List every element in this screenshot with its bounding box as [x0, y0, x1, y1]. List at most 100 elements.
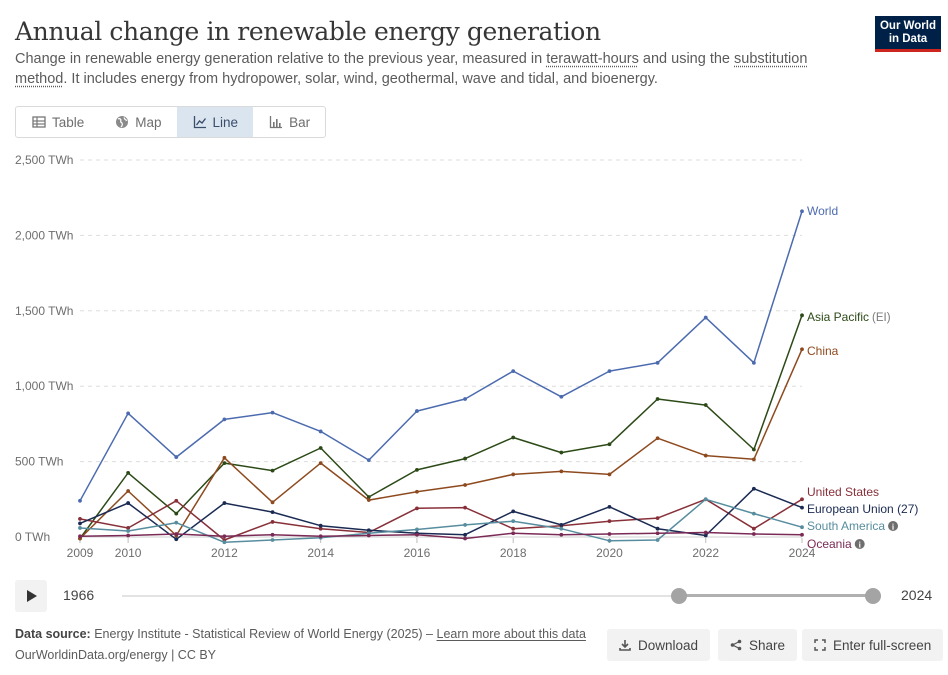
data-point[interactable]: [511, 531, 516, 536]
legend-label[interactable]: United States: [807, 485, 879, 499]
data-point[interactable]: [463, 483, 467, 487]
legend-label[interactable]: World: [807, 204, 838, 218]
data-point[interactable]: [222, 461, 227, 466]
data-point[interactable]: [463, 523, 467, 527]
data-point[interactable]: [463, 532, 467, 537]
data-point[interactable]: [655, 516, 660, 521]
data-point[interactable]: [703, 315, 708, 320]
data-point[interactable]: [463, 536, 467, 541]
share-button[interactable]: Share: [718, 629, 798, 661]
data-point[interactable]: [126, 529, 131, 533]
info-icon[interactable]: i: [888, 521, 899, 532]
legend-label[interactable]: Oceania: [807, 537, 852, 551]
data-point[interactable]: [415, 409, 419, 413]
legend-label[interactable]: South America: [807, 519, 885, 533]
data-point[interactable]: [318, 429, 323, 434]
data-point[interactable]: [800, 525, 804, 530]
data-point[interactable]: [511, 509, 516, 514]
data-point[interactable]: [511, 526, 516, 531]
data-point[interactable]: [607, 369, 612, 374]
data-point[interactable]: [463, 505, 467, 510]
data-point[interactable]: [222, 534, 227, 539]
data-point[interactable]: [318, 534, 323, 539]
data-point[interactable]: [751, 486, 756, 491]
series-south-america[interactable]: [78, 497, 804, 545]
data-point[interactable]: [222, 417, 227, 422]
learn-more-link[interactable]: Learn more about this data: [436, 627, 586, 641]
data-point[interactable]: [270, 510, 275, 515]
data-point[interactable]: [270, 538, 275, 542]
series-line[interactable]: [79, 211, 803, 502]
tab-table[interactable]: Table: [16, 107, 99, 137]
data-point[interactable]: [751, 511, 756, 516]
data-point[interactable]: [318, 461, 323, 466]
data-point[interactable]: [655, 436, 660, 441]
data-point[interactable]: [222, 501, 227, 505]
series-line[interactable]: [79, 498, 803, 544]
data-point[interactable]: [174, 511, 179, 516]
data-point[interactable]: [126, 533, 131, 538]
data-point[interactable]: [751, 447, 756, 452]
series-oceania[interactable]: [78, 530, 804, 541]
terawatt-hours-link[interactable]: terawatt-hours: [546, 51, 639, 67]
series-line[interactable]: [79, 348, 803, 540]
data-point[interactable]: [511, 369, 516, 374]
data-point[interactable]: [78, 498, 82, 503]
data-point[interactable]: [655, 360, 660, 365]
data-point[interactable]: [800, 505, 804, 510]
data-point[interactable]: [366, 533, 371, 538]
data-point[interactable]: [318, 526, 323, 531]
data-point[interactable]: [270, 532, 275, 537]
data-point[interactable]: [655, 538, 660, 542]
series-asia-pacific[interactable]: [78, 313, 804, 541]
data-point[interactable]: [655, 531, 660, 536]
timeline-start-handle[interactable]: [671, 588, 687, 604]
data-point[interactable]: [751, 526, 756, 531]
data-point[interactable]: [415, 532, 419, 537]
data-point[interactable]: [751, 360, 756, 365]
data-point[interactable]: [78, 521, 82, 526]
timeline-track[interactable]: [122, 595, 872, 597]
data-point[interactable]: [607, 519, 612, 524]
data-point[interactable]: [800, 497, 804, 502]
series-line[interactable]: [79, 531, 803, 540]
tab-map[interactable]: Map: [99, 107, 176, 137]
series-china[interactable]: [78, 347, 804, 541]
tab-bar[interactable]: Bar: [253, 107, 325, 137]
data-point[interactable]: [800, 313, 804, 318]
data-point[interactable]: [607, 442, 612, 447]
data-point[interactable]: [751, 532, 756, 536]
data-point[interactable]: [751, 457, 756, 462]
series-world[interactable]: [78, 209, 804, 503]
data-point[interactable]: [366, 458, 371, 462]
fullscreen-button[interactable]: Enter full-screen: [802, 629, 944, 661]
data-point[interactable]: [270, 500, 275, 505]
data-point[interactable]: [174, 455, 179, 459]
data-point[interactable]: [174, 520, 179, 525]
info-icon[interactable]: i: [854, 539, 865, 550]
data-point[interactable]: [126, 411, 131, 416]
data-point[interactable]: [559, 469, 564, 474]
data-point[interactable]: [415, 489, 419, 494]
data-point[interactable]: [366, 498, 371, 502]
data-point[interactable]: [655, 526, 660, 531]
legend-label[interactable]: European Union (27): [807, 502, 918, 516]
data-point[interactable]: [800, 209, 804, 214]
data-point[interactable]: [703, 453, 708, 458]
legend-label[interactable]: Asia Pacific (EI): [807, 310, 891, 324]
data-point[interactable]: [703, 403, 708, 407]
data-point[interactable]: [511, 435, 516, 440]
data-point[interactable]: [174, 498, 179, 503]
data-point[interactable]: [559, 526, 564, 531]
data-point[interactable]: [703, 497, 708, 502]
data-point[interactable]: [126, 526, 131, 530]
data-point[interactable]: [126, 471, 131, 475]
timeline-end-handle[interactable]: [865, 588, 881, 604]
data-point[interactable]: [559, 523, 564, 527]
data-point[interactable]: [318, 523, 323, 528]
data-point[interactable]: [703, 530, 708, 535]
data-point[interactable]: [366, 495, 371, 499]
data-point[interactable]: [78, 526, 82, 530]
data-point[interactable]: [511, 519, 516, 524]
data-point[interactable]: [463, 456, 467, 461]
